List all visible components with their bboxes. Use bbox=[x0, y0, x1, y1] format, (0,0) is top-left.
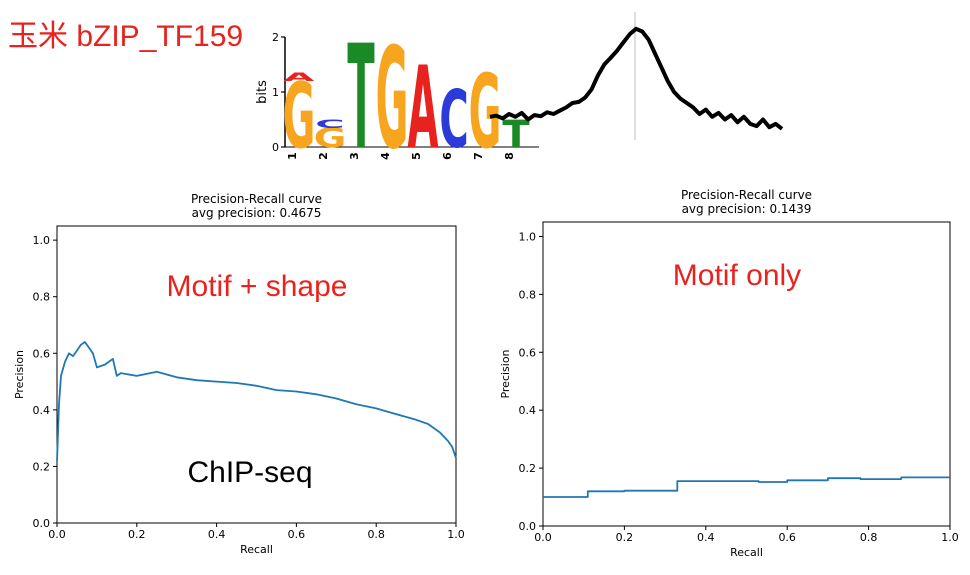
logo-position-label: 3 bbox=[348, 152, 361, 160]
figure-title: 玉米 bZIP_TF159 bbox=[8, 20, 243, 53]
logo-letter: T bbox=[347, 14, 374, 182]
logo-letter: C bbox=[439, 74, 468, 166]
logo-letter: A bbox=[408, 42, 439, 174]
y-tick-label: 0.0 bbox=[519, 520, 537, 533]
y-tick-label: 0.6 bbox=[33, 347, 51, 360]
logo-letter: G bbox=[283, 64, 316, 169]
x-axis-label: Recall bbox=[240, 543, 273, 556]
chart-subtitle: avg precision: 0.4675 bbox=[192, 206, 322, 220]
x-tick-label: 0.2 bbox=[616, 531, 634, 544]
y-tick-label: 0.6 bbox=[519, 346, 537, 359]
y-tick-label: 0.8 bbox=[33, 291, 51, 304]
y-tick-label: 0.2 bbox=[519, 462, 537, 475]
x-tick-label: 1.0 bbox=[447, 528, 465, 541]
y-tick-label: 0.8 bbox=[519, 288, 537, 301]
x-tick-label: 0.6 bbox=[288, 528, 306, 541]
pr-curve-line bbox=[543, 476, 950, 498]
logo-y-label: bits bbox=[255, 80, 270, 104]
chart-subtitle: avg precision: 0.1439 bbox=[682, 202, 812, 216]
y-tick-label: 0.2 bbox=[33, 460, 51, 473]
y-tick-label: 1.0 bbox=[33, 234, 51, 247]
x-tick-label: 1.0 bbox=[941, 531, 959, 544]
logo-letter: G bbox=[469, 54, 502, 172]
x-axis-label: Recall bbox=[730, 546, 763, 559]
y-tick-label: 0.4 bbox=[519, 404, 537, 417]
y-tick-label: 1.0 bbox=[519, 230, 537, 243]
x-tick-label: 0.8 bbox=[367, 528, 385, 541]
logo-position-label: 5 bbox=[410, 152, 423, 160]
chart-title: Precision-Recall curve bbox=[681, 188, 812, 202]
logo-position-label: 8 bbox=[503, 152, 516, 160]
x-tick-label: 0.2 bbox=[128, 528, 146, 541]
logo-letter: C bbox=[315, 117, 344, 130]
logo-position-label: 1 bbox=[286, 152, 299, 160]
x-tick-label: 0.4 bbox=[208, 528, 226, 541]
logo-y-tick-label: 0 bbox=[272, 141, 279, 154]
chart-annotation: Motif only bbox=[673, 259, 801, 292]
pr-curve-line bbox=[56, 341, 457, 461]
logo-letter: G bbox=[314, 123, 347, 153]
logo-letter: T bbox=[502, 113, 530, 157]
logo-position-label: 4 bbox=[379, 152, 392, 160]
logo-position-label: 2 bbox=[317, 152, 330, 160]
logo-y-tick-label: 2 bbox=[272, 31, 279, 44]
logo-letter: G bbox=[376, 19, 409, 181]
chart-annotation-secondary: ChIP-seq bbox=[187, 456, 312, 489]
logo-y-tick-label: 1 bbox=[272, 86, 279, 99]
y-tick-label: 0.4 bbox=[33, 404, 51, 417]
x-tick-label: 0.8 bbox=[860, 531, 878, 544]
y-axis-label: Precision bbox=[499, 349, 512, 398]
shape-profile-line bbox=[489, 26, 784, 131]
x-tick-label: 0.6 bbox=[778, 531, 796, 544]
y-axis-label: Precision bbox=[13, 350, 26, 399]
x-tick-label: 0.0 bbox=[48, 528, 66, 541]
logo-letter: A bbox=[284, 71, 315, 84]
y-tick-label: 0.0 bbox=[33, 517, 51, 530]
plot-frame bbox=[542, 221, 951, 527]
logo-position-label: 6 bbox=[441, 152, 454, 160]
plot-frame bbox=[56, 225, 457, 524]
chart-title: Precision-Recall curve bbox=[191, 192, 322, 206]
logo-position-label: 7 bbox=[472, 152, 485, 160]
x-tick-label: 0.4 bbox=[697, 531, 715, 544]
chart-annotation: Motif + shape bbox=[167, 270, 348, 303]
x-tick-label: 0.0 bbox=[534, 531, 552, 544]
